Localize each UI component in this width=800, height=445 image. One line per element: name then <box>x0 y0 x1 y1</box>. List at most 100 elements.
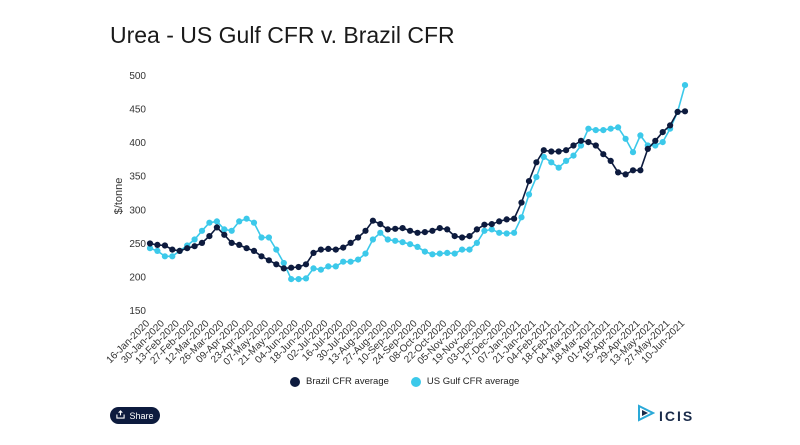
data-point-us-gulf[interactable] <box>198 227 206 234</box>
data-point-brazil[interactable] <box>436 225 443 232</box>
data-point-brazil[interactable] <box>340 244 347 251</box>
data-point-brazil[interactable] <box>421 229 428 236</box>
data-point-brazil[interactable] <box>540 147 547 154</box>
data-point-us-gulf[interactable] <box>473 239 480 246</box>
data-point-brazil[interactable] <box>503 216 510 223</box>
data-point-us-gulf[interactable] <box>161 253 168 260</box>
data-point-brazil[interactable] <box>332 246 339 253</box>
data-point-brazil[interactable] <box>243 245 250 252</box>
data-point-us-gulf[interactable] <box>570 152 577 159</box>
data-point-brazil[interactable] <box>622 171 629 178</box>
data-point-us-gulf[interactable] <box>221 226 228 233</box>
data-point-brazil[interactable] <box>236 241 243 248</box>
data-point-brazil[interactable] <box>466 233 473 240</box>
data-point-brazil[interactable] <box>496 218 503 225</box>
data-point-brazil[interactable] <box>392 225 399 232</box>
data-point-us-gulf[interactable] <box>392 237 399 244</box>
data-point-us-gulf[interactable] <box>518 214 525 221</box>
data-point-us-gulf[interactable] <box>652 142 659 149</box>
data-point-brazil[interactable] <box>273 261 280 268</box>
data-point-us-gulf[interactable] <box>310 265 317 272</box>
data-point-us-gulf[interactable] <box>600 127 607 134</box>
data-point-brazil[interactable] <box>563 147 570 154</box>
data-point-us-gulf[interactable] <box>436 250 443 257</box>
data-point-brazil[interactable] <box>518 199 525 206</box>
data-point-us-gulf[interactable] <box>258 234 265 241</box>
data-point-brazil[interactable] <box>369 217 376 224</box>
data-point-brazil[interactable] <box>525 178 533 185</box>
data-point-us-gulf[interactable] <box>629 149 637 156</box>
data-point-brazil[interactable] <box>221 231 228 238</box>
data-point-brazil[interactable] <box>250 247 258 254</box>
data-point-brazil[interactable] <box>414 229 421 236</box>
data-point-brazil[interactable] <box>473 226 480 233</box>
share-button[interactable]: Share <box>110 407 160 424</box>
data-point-us-gulf[interactable] <box>503 230 510 237</box>
data-point-brazil[interactable] <box>577 137 585 144</box>
data-point-us-gulf[interactable] <box>288 276 295 283</box>
data-point-us-gulf[interactable] <box>488 226 495 233</box>
data-point-brazil[interactable] <box>659 129 666 136</box>
data-point-us-gulf[interactable] <box>577 142 585 149</box>
data-point-us-gulf[interactable] <box>146 245 154 252</box>
data-point-us-gulf[interactable] <box>399 239 406 246</box>
data-point-brazil[interactable] <box>206 233 213 240</box>
data-point-brazil[interactable] <box>184 245 191 252</box>
data-point-brazil[interactable] <box>444 226 451 233</box>
data-point-us-gulf[interactable] <box>384 236 391 243</box>
data-point-us-gulf[interactable] <box>525 191 533 198</box>
data-point-brazil[interactable] <box>459 234 466 241</box>
data-point-brazil[interactable] <box>213 224 220 231</box>
data-point-brazil[interactable] <box>667 122 674 129</box>
data-point-brazil[interactable] <box>570 142 577 149</box>
data-point-us-gulf[interactable] <box>347 258 354 265</box>
data-point-brazil[interactable] <box>377 221 384 228</box>
data-point-brazil[interactable] <box>154 241 161 248</box>
data-point-brazil[interactable] <box>548 148 555 155</box>
data-point-us-gulf[interactable] <box>615 124 622 131</box>
data-point-us-gulf[interactable] <box>407 241 414 248</box>
data-point-brazil[interactable] <box>555 148 562 155</box>
data-point-brazil[interactable] <box>310 249 317 256</box>
data-point-us-gulf[interactable] <box>213 218 220 225</box>
data-point-brazil[interactable] <box>585 139 592 146</box>
data-point-brazil[interactable] <box>295 263 302 271</box>
data-point-brazil[interactable] <box>169 246 176 253</box>
data-point-brazil[interactable] <box>288 264 295 271</box>
data-point-brazil[interactable] <box>384 226 391 233</box>
data-point-us-gulf[interactable] <box>243 215 250 222</box>
data-point-brazil[interactable] <box>629 167 637 174</box>
data-point-us-gulf[interactable] <box>317 266 324 273</box>
data-point-brazil[interactable] <box>265 257 272 264</box>
data-point-brazil[interactable] <box>347 239 354 246</box>
data-point-us-gulf[interactable] <box>340 258 347 265</box>
data-point-brazil[interactable] <box>407 227 414 234</box>
data-point-us-gulf[interactable] <box>332 263 339 270</box>
data-point-us-gulf[interactable] <box>659 139 666 146</box>
data-point-us-gulf[interactable] <box>280 259 287 267</box>
data-point-brazil[interactable] <box>451 233 458 240</box>
data-point-us-gulf[interactable] <box>421 248 428 255</box>
data-point-us-gulf[interactable] <box>555 164 562 171</box>
data-point-brazil[interactable] <box>637 167 644 174</box>
data-point-us-gulf[interactable] <box>355 256 362 263</box>
data-point-brazil[interactable] <box>198 239 206 246</box>
data-point-brazil[interactable] <box>488 221 495 228</box>
data-point-brazil[interactable] <box>644 145 651 152</box>
data-point-brazil[interactable] <box>674 108 681 115</box>
data-point-us-gulf[interactable] <box>607 125 614 132</box>
data-point-us-gulf[interactable] <box>451 250 458 257</box>
data-point-us-gulf[interactable] <box>154 247 161 254</box>
data-point-brazil[interactable] <box>325 245 332 252</box>
data-point-brazil[interactable] <box>362 227 369 234</box>
data-point-us-gulf[interactable] <box>273 246 280 253</box>
data-point-us-gulf[interactable] <box>191 236 198 243</box>
data-point-brazil[interactable] <box>600 151 607 158</box>
data-point-brazil[interactable] <box>161 242 168 249</box>
data-point-us-gulf[interactable] <box>481 227 488 234</box>
data-point-brazil[interactable] <box>429 227 436 234</box>
data-point-brazil[interactable] <box>191 243 198 250</box>
data-point-us-gulf[interactable] <box>362 250 369 257</box>
data-point-brazil[interactable] <box>258 253 265 260</box>
data-point-brazil[interactable] <box>399 225 406 232</box>
